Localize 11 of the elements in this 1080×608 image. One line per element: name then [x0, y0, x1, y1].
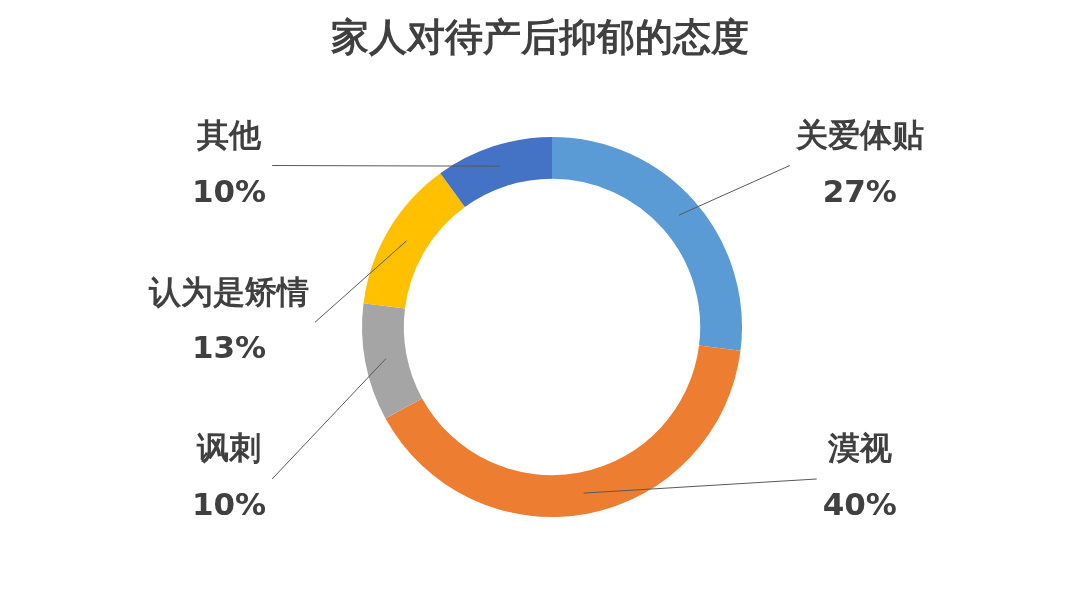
- data-label: 27%: [822, 172, 897, 209]
- data-label: 13%: [191, 329, 267, 366]
- slice-label: 其他: [196, 115, 262, 154]
- slice-label: 认为是矫情: [148, 272, 309, 311]
- data-label: 10%: [191, 486, 267, 523]
- slice-label: 漠视: [826, 429, 892, 468]
- data-label: 10%: [191, 172, 267, 209]
- chart-title: 家人对待产后抑郁的态度: [331, 14, 749, 60]
- data-label: 40%: [822, 486, 897, 523]
- slice-label: 讽刺: [196, 429, 261, 468]
- slice-label: 关爱体贴: [794, 115, 924, 154]
